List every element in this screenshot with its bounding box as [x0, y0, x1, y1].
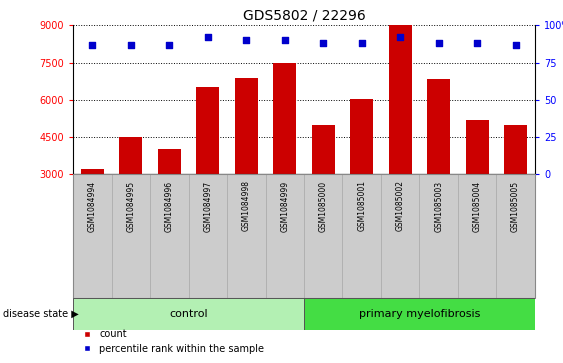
Text: GSM1084994: GSM1084994	[88, 180, 97, 232]
Bar	[388, 25, 412, 174]
Point	[242, 37, 251, 43]
Bar	[73, 174, 111, 298]
Text: GSM1085003: GSM1085003	[434, 180, 443, 232]
Bar	[427, 79, 450, 174]
Text: GSM1084995: GSM1084995	[127, 180, 135, 232]
Bar	[227, 174, 266, 298]
Bar	[266, 174, 304, 298]
Bar	[342, 174, 381, 298]
Bar	[119, 137, 142, 174]
Bar	[196, 87, 220, 174]
Bar	[350, 99, 373, 174]
Point	[357, 40, 366, 46]
Bar	[504, 125, 527, 174]
Point	[511, 42, 520, 48]
Bar	[497, 174, 535, 298]
Point	[126, 42, 135, 48]
Bar	[466, 120, 489, 174]
Bar	[419, 174, 458, 298]
Text: primary myelofibrosis: primary myelofibrosis	[359, 309, 480, 319]
Point	[319, 40, 328, 46]
Text: GSM1085001: GSM1085001	[358, 180, 366, 231]
Text: GSM1085002: GSM1085002	[396, 180, 405, 231]
Text: GSM1084996: GSM1084996	[165, 180, 174, 232]
Text: control: control	[169, 309, 208, 319]
Bar	[111, 174, 150, 298]
Text: GSM1084998: GSM1084998	[242, 180, 251, 231]
Text: GSM1084999: GSM1084999	[280, 180, 289, 232]
Text: GSM1084997: GSM1084997	[203, 180, 212, 232]
Bar	[158, 150, 181, 174]
Text: disease state ▶: disease state ▶	[3, 309, 79, 319]
Point	[280, 37, 289, 43]
Point	[165, 42, 174, 48]
Bar	[458, 174, 497, 298]
Point	[203, 34, 212, 40]
Bar	[189, 174, 227, 298]
Point	[473, 40, 482, 46]
Bar	[73, 298, 304, 330]
Legend: count, percentile rank within the sample: count, percentile rank within the sample	[78, 326, 269, 358]
Point	[434, 40, 443, 46]
Text: GSM1085004: GSM1085004	[473, 180, 481, 232]
Text: GSM1085000: GSM1085000	[319, 180, 328, 232]
Bar	[150, 174, 189, 298]
Title: GDS5802 / 22296: GDS5802 / 22296	[243, 9, 365, 23]
Bar	[81, 169, 104, 174]
Bar	[312, 125, 335, 174]
Bar	[235, 77, 258, 174]
Point	[88, 42, 97, 48]
Point	[396, 34, 405, 40]
Text: GSM1085005: GSM1085005	[511, 180, 520, 232]
Bar	[304, 174, 342, 298]
Bar	[381, 174, 419, 298]
Bar	[304, 298, 535, 330]
Bar	[273, 62, 296, 174]
